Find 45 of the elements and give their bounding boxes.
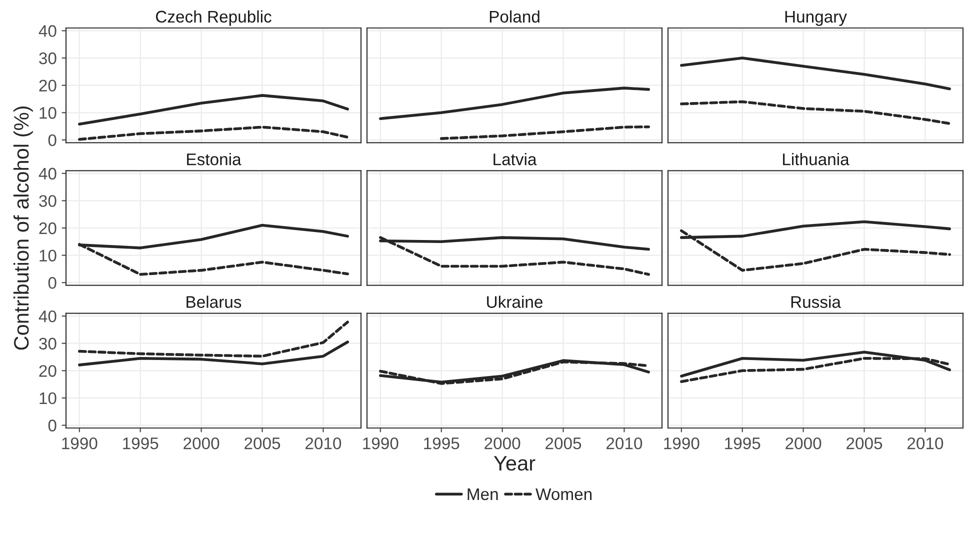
y-tick-label: 0: [48, 277, 56, 289]
x-tick-label: 2010: [606, 437, 642, 450]
y-axis-title: Contribution of alcohol (%): [13, 106, 33, 350]
y-tick-label: 30: [39, 338, 56, 350]
y-tick-label: 10: [40, 250, 56, 262]
y-tick-label: 0: [48, 134, 56, 146]
y-tick-label: 40: [38, 168, 56, 180]
y-tick-label: 10: [40, 107, 56, 119]
y-tick-label: 30: [39, 195, 56, 207]
x-tick-label: 2005: [244, 437, 280, 450]
y-tick-label: 40: [38, 310, 56, 322]
y-tick-label: 0: [48, 420, 56, 432]
x-tick-label: 2000: [184, 437, 220, 450]
y-tick-label: 40: [38, 25, 56, 37]
chart-title: Latvia: [494, 153, 537, 166]
x-tick-label: 1990: [62, 437, 98, 450]
x-axis-title: Year: [494, 456, 536, 471]
legend-label: Men: [468, 488, 498, 500]
chart-title: Belarus: [186, 296, 242, 308]
chart-title: Russia: [791, 296, 841, 308]
x-tick-label: 2000: [484, 437, 520, 450]
line-series: [78, 94, 349, 126]
y-tick-label: 20: [39, 365, 56, 377]
chart-title: Poland: [490, 10, 540, 23]
x-tick-label: 1990: [363, 437, 398, 450]
x-tick-label: 2005: [846, 437, 882, 450]
x-tick-label: 2010: [908, 437, 944, 450]
chart-title: Hungary: [785, 10, 847, 26]
x-tick-label: 1995: [123, 437, 158, 450]
x-tick-label: 2005: [546, 437, 582, 450]
y-tick-label: 30: [39, 52, 56, 64]
y-tick-label: 10: [40, 392, 56, 404]
legend-label: Women: [536, 488, 592, 500]
x-tick-label: 1995: [725, 437, 760, 450]
chart-title: Estonia: [187, 153, 242, 166]
chart-title: Czech Republic: [156, 10, 272, 26]
x-tick-label: 1990: [664, 437, 700, 450]
y-tick-label: 20: [39, 80, 56, 92]
y-tick-label: 20: [39, 222, 56, 234]
chart-title: Ukraine: [487, 296, 542, 308]
line-series: [78, 126, 349, 141]
x-tick-label: 2010: [306, 437, 342, 450]
x-tick-label: 1995: [424, 437, 460, 450]
x-tick-label: 2000: [786, 437, 822, 450]
chart-title: Lithuania: [783, 153, 850, 166]
